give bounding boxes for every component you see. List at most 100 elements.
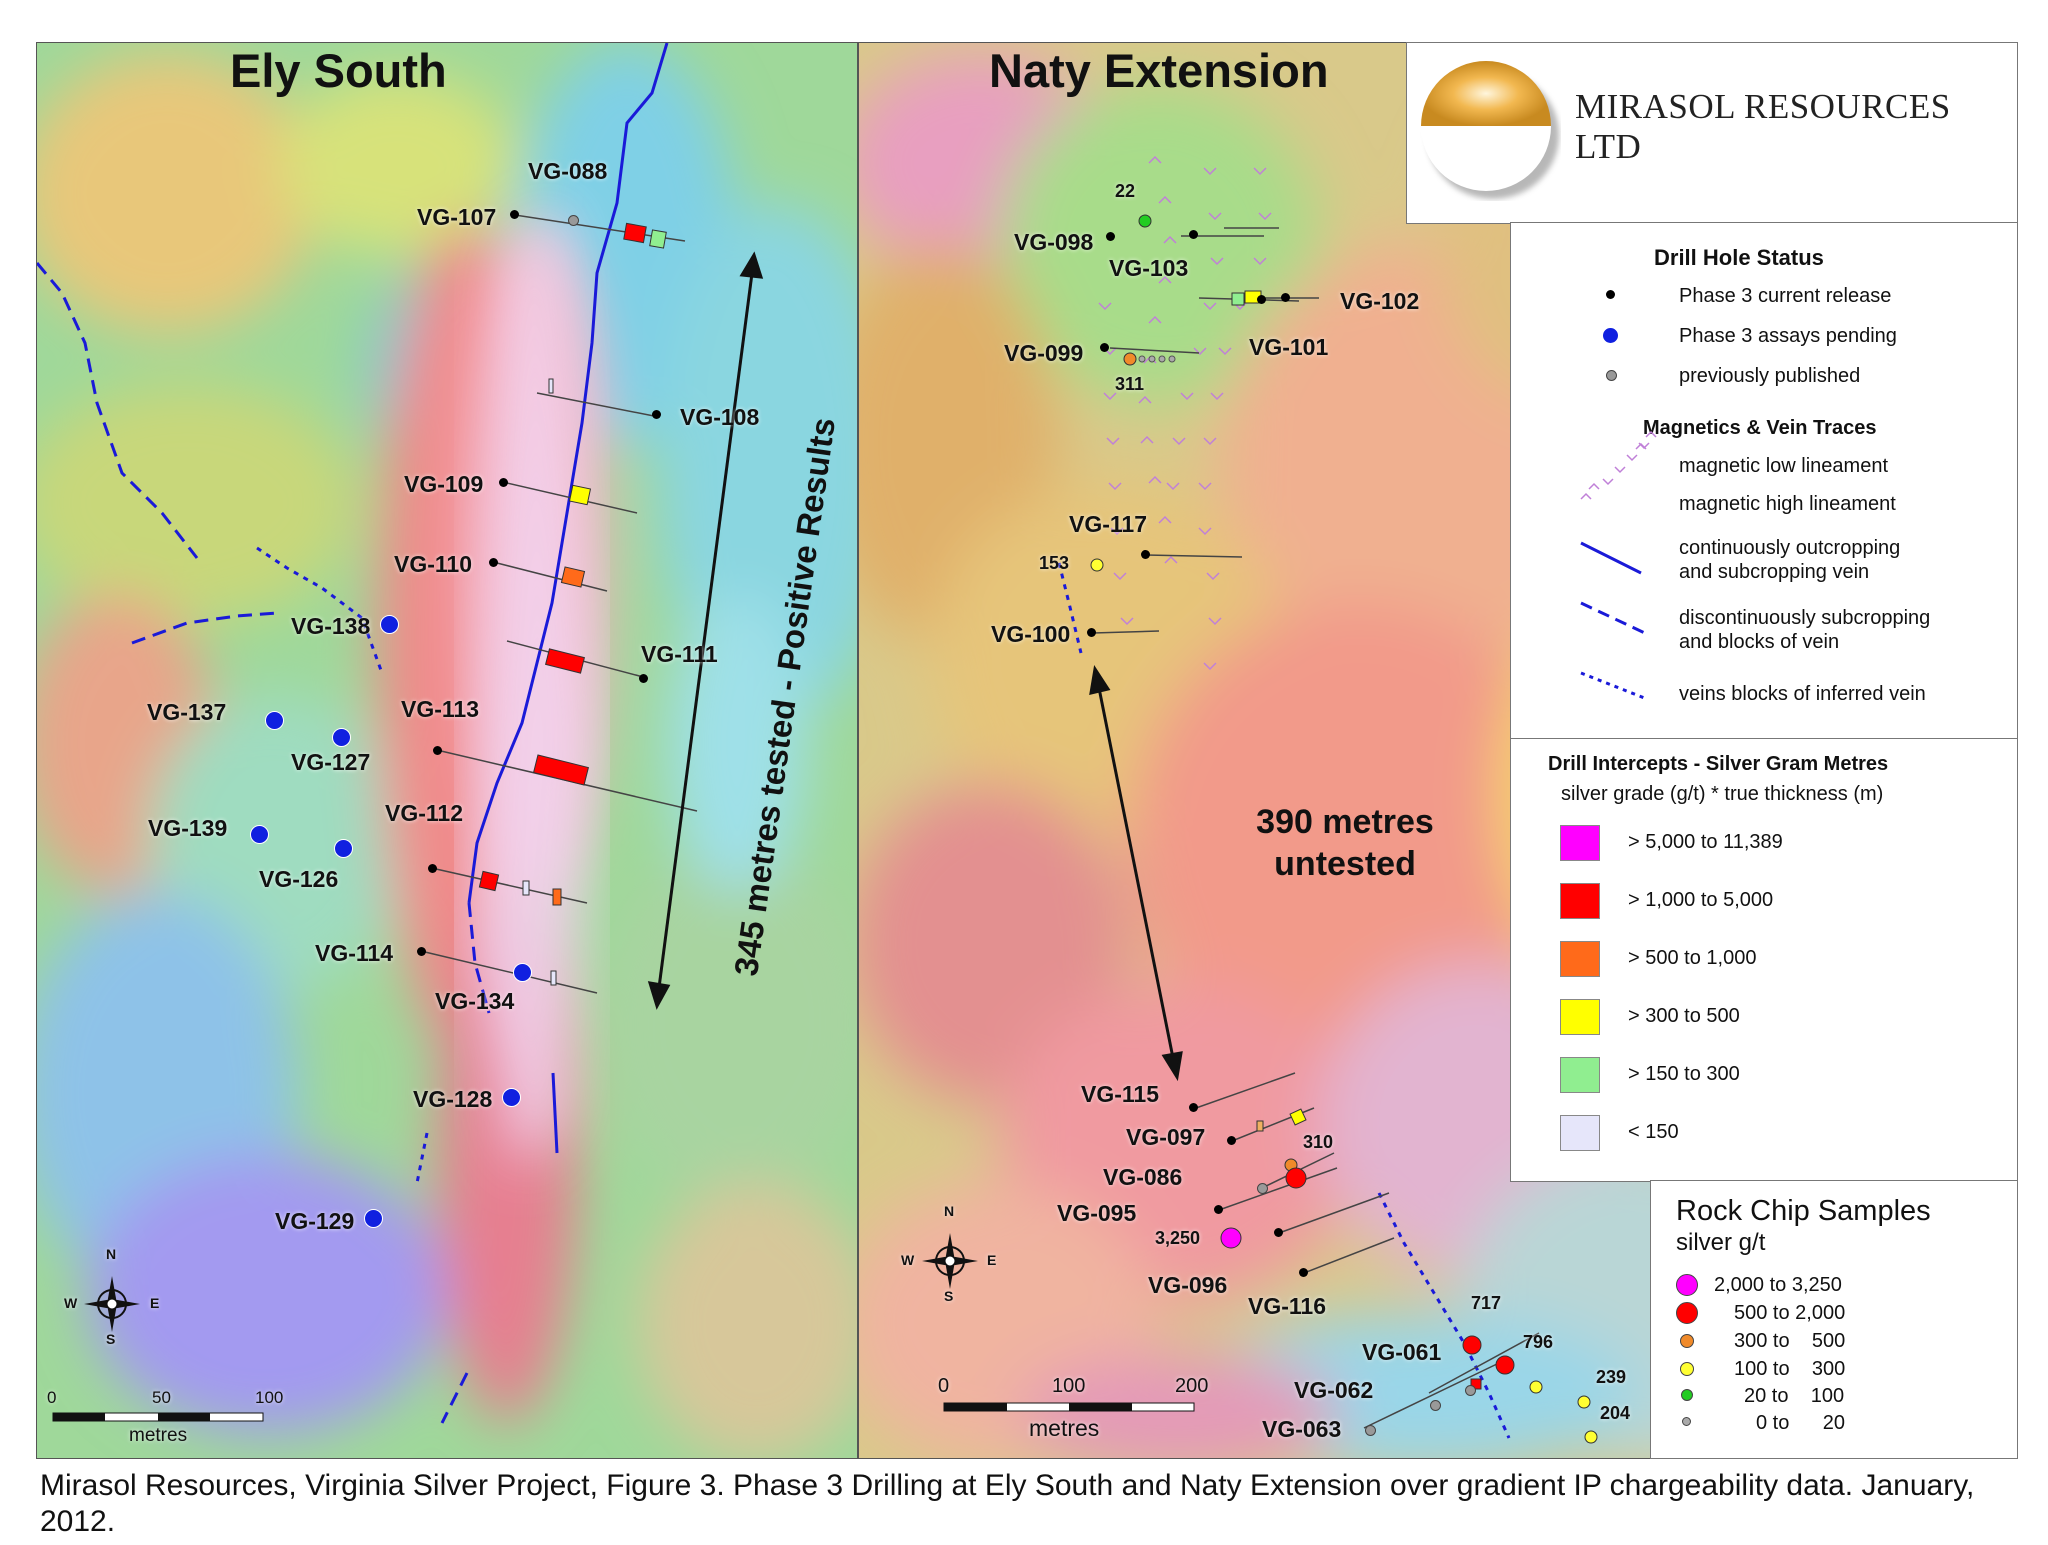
compass-n: N [944,1203,955,1219]
legend-int-500: > 500 to 1,000 [1628,947,1757,969]
rock-value-204: 204 [1600,1403,1631,1423]
scale-east-0: 0 [938,1375,950,1397]
legend-rock-300: 300 to 500 [1734,1330,1846,1352]
label-vg-113: VG-113 [401,696,479,722]
untested-line-1: 390 metres [1256,803,1434,841]
compass-s: S [944,1288,954,1304]
legend-status-published: previously published [1679,365,1861,387]
scale-east-100: 100 [1052,1375,1086,1397]
company-name: MIRASOL RESOURCES LTD [1575,87,1951,166]
label-vg-128: VG-128 [413,1086,493,1112]
legend-rock-chips: Rock Chip Samples silver g/t 2,000 to 3,… [1650,1180,2018,1459]
collar-vg-113 [433,746,442,755]
label-vg-103: VG-103 [1109,255,1189,281]
label-vg-096: VG-096 [1148,1272,1228,1298]
legend-intercepts-title: Drill Intercepts - Silver Gram Metres [1548,753,1889,775]
rock-value-3250: 3,250 [1155,1228,1201,1248]
legend-int-lt150: < 150 [1628,1121,1679,1143]
collar-vg-062 [1430,1400,1441,1411]
legend-continuous-1: continuously outcropping [1679,537,1901,559]
collar-vg-128 [502,1088,521,1107]
label-vg-127: VG-127 [291,749,371,775]
collar-vg-115 [1189,1103,1198,1112]
legend-discontinuous-1: discontinuously subcropping [1679,607,1931,629]
legend-status-title: Drill Hole Status [1654,245,1824,270]
collar-vg-110 [489,558,498,567]
label-vg-112: VG-112 [385,800,463,826]
swatch-1000 [1560,883,1600,919]
collar-vg-114 [417,947,426,956]
label-vg-129: VG-129 [275,1208,355,1234]
label-vg-116: VG-116 [1248,1293,1326,1319]
legend-published-dot [1606,370,1617,381]
north-arrow-icon [922,1233,978,1289]
scale-east-200: 200 [1175,1375,1209,1397]
collar-vg-126 [334,839,353,858]
label-vg-138: VG-138 [291,613,371,639]
rock-dot-20 [1681,1389,1693,1401]
collar-vg-103 [1189,230,1198,239]
company-logo-icon [1421,61,1559,199]
label-vg-110: VG-110 [394,551,472,577]
label-vg-063: VG-063 [1262,1416,1342,1442]
label-vg-088: VG-088 [528,158,608,184]
legend-rock-2000: 2,000 to 3,250 [1714,1274,1842,1296]
company-logo-box: MIRASOL RESOURCES LTD [1406,42,2018,224]
collar-vg-116 [1299,1268,1308,1277]
legend-status-current: Phase 3 current release [1679,285,1892,307]
label-vg-102: VG-102 [1340,288,1420,314]
ely-south-ip-background [37,43,857,1458]
swatch-5000 [1560,825,1600,861]
compass-w: W [901,1252,915,1268]
label-vg-062: VG-062 [1294,1377,1374,1403]
collar-vg-097 [1227,1136,1236,1145]
ely-south-title: Ely South [230,44,447,97]
scale-west-50: 50 [152,1388,171,1407]
untested-line-2: untested [1274,845,1416,883]
legend-rock-0: 0 to 20 [1756,1412,1845,1434]
legend-int-300: > 300 to 500 [1628,1005,1740,1027]
collar-vg-095 [1214,1205,1223,1214]
legend-discontinuous-2: and blocks of vein [1679,631,1840,653]
label-vg-111: VG-111 [641,641,718,667]
figure-caption: Mirasol Resources, Virginia Silver Proje… [40,1469,1975,1538]
legend-int-5000: > 5,000 to 11,389 [1628,831,1783,853]
swatch-lt150 [1560,1115,1600,1151]
label-vg-099: VG-099 [1004,340,1084,366]
collar-vg-108 [652,410,661,419]
label-vg-086: VG-086 [1103,1164,1183,1190]
legend-rock-20: 20 to 100 [1744,1385,1845,1407]
collar-vg-101 [1257,295,1266,304]
rock-value-717: 717 [1471,1293,1502,1313]
rock-dot-300 [1680,1334,1694,1348]
label-vg-126: VG-126 [259,866,339,892]
collar-vg-063 [1365,1425,1376,1436]
collar-vg-139 [250,825,269,844]
swatch-150 [1560,1057,1600,1093]
rock-dot-500 [1676,1302,1698,1324]
label-vg-109: VG-109 [404,471,484,497]
collar-vg-138 [380,615,399,634]
compass-n: N [106,1246,117,1262]
scale-east-unit: metres [1029,1415,1100,1441]
collar-vg-137 [265,711,284,730]
legend-intercepts-subtitle: silver grade (g/t) * true thickness (m) [1561,783,1884,805]
rock-value-239: 239 [1596,1367,1627,1387]
rock-dot-2000 [1676,1274,1698,1296]
label-vg-107: VG-107 [417,204,497,230]
collar-vg-129 [364,1209,383,1228]
label-vg-097: VG-097 [1126,1124,1206,1150]
legend-int-1000: > 1,000 to 5,000 [1628,889,1774,911]
label-vg-101: VG-101 [1249,334,1329,360]
collar-vg-099 [1100,343,1109,352]
legend-trace-symbols [1580,430,1657,701]
collar-vg-134 [513,963,532,982]
legend-continuous-2: and subcropping vein [1679,561,1870,583]
collar-vg-061 [1465,1385,1476,1396]
rock-dot-100 [1680,1362,1694,1376]
legend-rock-100: 100 to 300 [1734,1358,1846,1380]
legend-status-pending: Phase 3 assays pending [1679,325,1897,347]
collar-vg-111 [639,674,648,683]
label-vg-100: VG-100 [991,621,1071,647]
collar-vg-102 [1281,293,1290,302]
